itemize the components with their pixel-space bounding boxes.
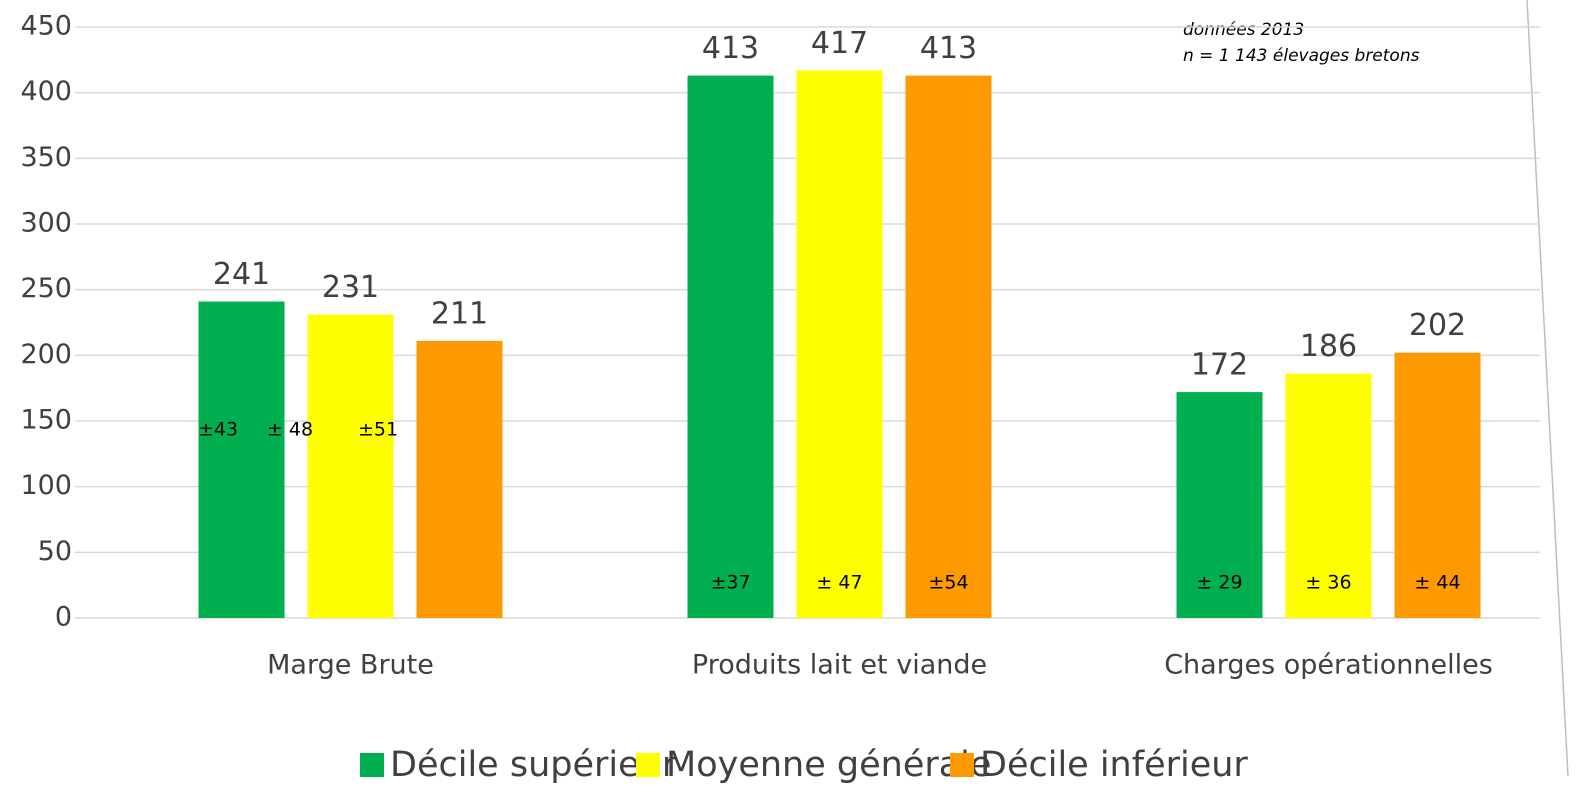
y-tick-label: 250 [20, 273, 72, 304]
error-label: ±43 [198, 419, 238, 441]
annotation: données 2013 [1183, 20, 1304, 40]
x-tick-label: Produits lait et viande [692, 650, 987, 681]
y-tick-label: 0 [55, 602, 72, 633]
y-tick-label: 300 [20, 208, 72, 239]
legend-label: Décile supérieur [390, 745, 677, 785]
bar [198, 301, 285, 618]
decor-line [1526, 0, 1569, 777]
bar [416, 340, 503, 618]
y-tick-label: 50 [38, 536, 72, 567]
error-label: ± 48 [267, 419, 313, 441]
error-label: ± 44 [1414, 572, 1460, 594]
bar [905, 75, 992, 619]
value-label: 172 [1191, 348, 1248, 383]
legend-label: Moyenne générale [666, 745, 991, 785]
y-tick-label: 100 [20, 470, 72, 501]
legend-swatch [636, 753, 660, 777]
error-label: ±54 [928, 572, 968, 594]
bar [796, 70, 883, 619]
bar [687, 75, 774, 619]
y-tick-label: 150 [20, 405, 72, 436]
legend-swatch [950, 753, 974, 777]
bar [1394, 352, 1481, 618]
bar [1176, 392, 1263, 618]
error-label: ±51 [358, 419, 398, 441]
value-label: 202 [1409, 308, 1466, 343]
error-label: ±37 [710, 572, 750, 594]
error-label: ± 47 [816, 572, 862, 594]
legend-label: Décile inférieur [980, 745, 1248, 785]
error-label: ± 36 [1305, 572, 1351, 594]
value-label: 186 [1300, 329, 1357, 364]
value-label: 417 [811, 26, 868, 61]
x-tick-label: Charges opérationnelles [1164, 650, 1493, 681]
bar [1285, 373, 1372, 618]
y-tick-label: 450 [20, 11, 72, 42]
value-label: 211 [431, 296, 488, 331]
value-label: 241 [213, 257, 270, 292]
legend-swatch [360, 753, 384, 777]
y-tick-label: 350 [20, 142, 72, 173]
y-tick-label: 400 [20, 76, 72, 107]
value-label: 413 [702, 31, 759, 66]
value-label: 413 [920, 31, 977, 66]
value-label: 231 [322, 270, 379, 305]
annotation: n = 1 143 élevages bretons [1183, 46, 1420, 66]
y-tick-label: 200 [20, 339, 72, 370]
error-label: ± 29 [1196, 572, 1242, 594]
bar [307, 314, 394, 618]
x-tick-label: Marge Brute [267, 650, 434, 681]
